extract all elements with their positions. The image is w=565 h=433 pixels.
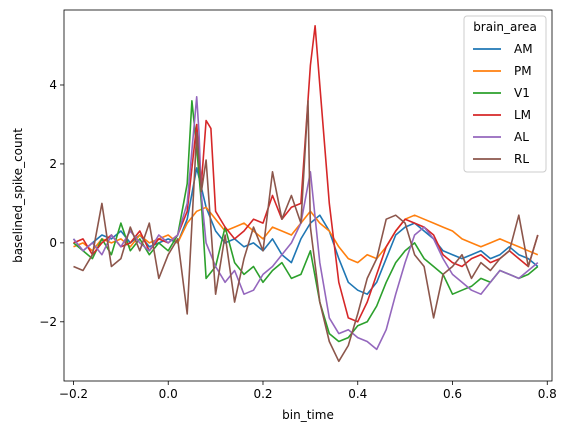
y-tick-label: −2 bbox=[39, 315, 57, 329]
legend-entries: AM PM V1 LM AL RL bbox=[473, 42, 533, 166]
legend-item-lm: LM bbox=[473, 108, 531, 122]
x-tick-label: 0.8 bbox=[538, 387, 557, 401]
series-line-al bbox=[72, 96, 539, 351]
legend-item-am: AM bbox=[473, 42, 533, 56]
x-tick-label: 0.6 bbox=[443, 387, 462, 401]
x-axis-ticks: −0.2 0.0 0.2 0.4 0.6 0.8 bbox=[59, 381, 557, 401]
series-line-rl bbox=[73, 100, 539, 363]
legend-label: AM bbox=[514, 42, 533, 56]
legend-box bbox=[463, 15, 547, 173]
legend: brain_area AM PM V1 LM AL RL bbox=[463, 15, 547, 173]
legend-label: AL bbox=[514, 130, 529, 144]
y-axis-label: baselined_spike_count bbox=[11, 128, 25, 263]
legend-item-rl: RL bbox=[473, 152, 529, 166]
y-axis-ticks: −2 0 2 4 bbox=[39, 78, 64, 329]
series-line-lm bbox=[73, 24, 539, 323]
legend-label: V1 bbox=[514, 86, 530, 100]
y-tick-label: 4 bbox=[49, 78, 57, 92]
legend-label: PM bbox=[514, 64, 532, 78]
plot-frame bbox=[63, 9, 553, 382]
legend-title: brain_area bbox=[473, 20, 537, 34]
legend-item-pm: PM bbox=[473, 64, 532, 78]
plot-lines bbox=[72, 24, 539, 363]
legend-label: RL bbox=[514, 152, 529, 166]
legend-item-al: AL bbox=[473, 130, 529, 144]
x-tick-label: 0.4 bbox=[348, 387, 367, 401]
x-tick-label: −0.2 bbox=[59, 387, 88, 401]
x-tick-label: 0.2 bbox=[253, 387, 272, 401]
series-line-pm bbox=[73, 206, 539, 264]
legend-item-v1: V1 bbox=[473, 86, 530, 100]
series-line-am bbox=[72, 167, 539, 296]
legend-label: LM bbox=[514, 108, 531, 122]
x-axis-label: bin_time bbox=[282, 408, 334, 422]
y-tick-label: 2 bbox=[49, 157, 57, 171]
y-tick-label: 0 bbox=[49, 236, 57, 250]
x-tick-label: 0.0 bbox=[159, 387, 178, 401]
